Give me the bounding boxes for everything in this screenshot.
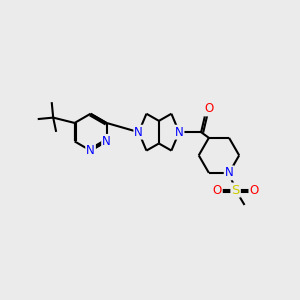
Text: O: O [212,184,222,196]
Text: N: N [86,144,95,157]
Text: O: O [204,103,214,116]
Text: O: O [249,184,259,196]
Text: N: N [134,126,143,139]
Text: S: S [231,184,240,196]
Text: N: N [102,135,111,148]
Text: N: N [175,126,184,139]
Text: N: N [225,167,233,179]
